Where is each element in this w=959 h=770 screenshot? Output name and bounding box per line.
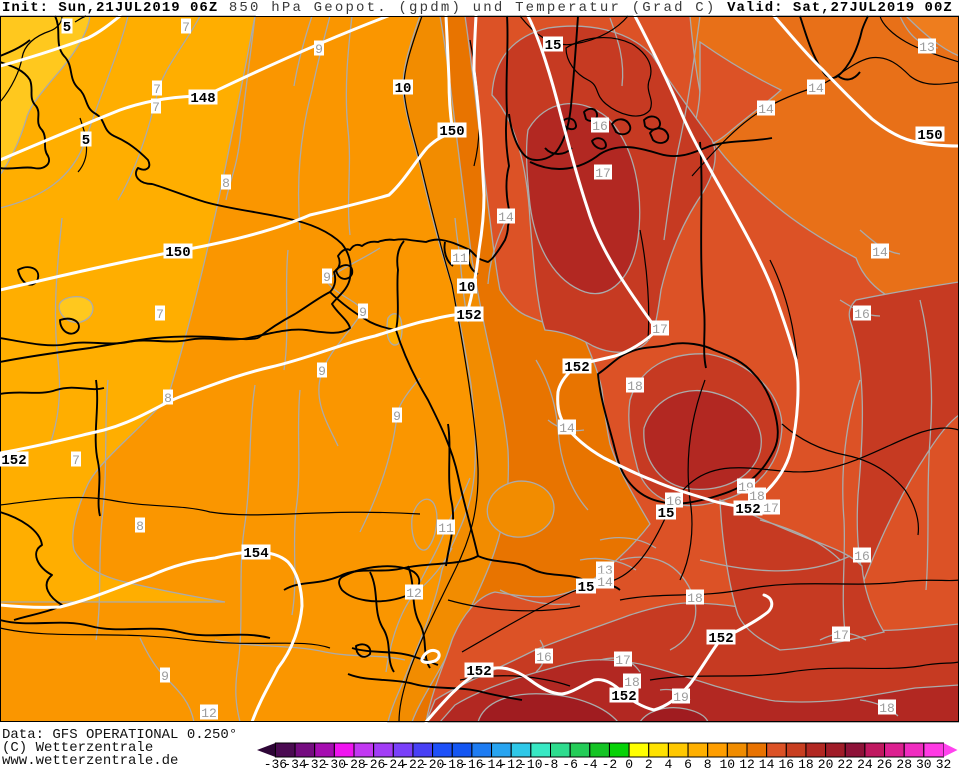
svg-text:150: 150 xyxy=(917,128,942,144)
svg-text:154: 154 xyxy=(243,546,268,562)
svg-text:8: 8 xyxy=(136,519,144,534)
svg-text:7: 7 xyxy=(72,453,80,468)
svg-text:16: 16 xyxy=(666,494,682,509)
svg-text:0: 0 xyxy=(625,757,633,770)
svg-text:-26: -26 xyxy=(362,757,385,770)
svg-text:14: 14 xyxy=(808,81,824,96)
svg-text:-24: -24 xyxy=(382,757,406,770)
svg-text:9: 9 xyxy=(359,305,367,320)
svg-text:152: 152 xyxy=(466,664,491,680)
svg-text:8: 8 xyxy=(704,757,712,770)
svg-text:-32: -32 xyxy=(303,757,326,770)
svg-text:-16: -16 xyxy=(460,757,483,770)
svg-text:17: 17 xyxy=(833,628,849,643)
svg-text:15: 15 xyxy=(545,38,562,54)
svg-text:16: 16 xyxy=(592,119,608,134)
svg-text:-36: -36 xyxy=(264,757,287,770)
svg-text:152: 152 xyxy=(735,502,760,518)
svg-text:11: 11 xyxy=(452,251,468,266)
svg-text:18: 18 xyxy=(687,591,703,606)
svg-text:20: 20 xyxy=(818,757,834,770)
svg-text:24: 24 xyxy=(857,757,873,770)
svg-text:22: 22 xyxy=(837,757,853,770)
svg-text:150: 150 xyxy=(165,245,190,261)
svg-text:11: 11 xyxy=(438,521,454,536)
svg-text:9: 9 xyxy=(323,270,331,285)
svg-text:14: 14 xyxy=(872,245,888,260)
svg-text:12: 12 xyxy=(406,586,422,601)
svg-text:152: 152 xyxy=(611,689,636,705)
svg-text:14: 14 xyxy=(498,210,514,225)
svg-text:7: 7 xyxy=(156,307,164,322)
svg-text:6: 6 xyxy=(684,757,692,770)
svg-text:-10: -10 xyxy=(519,757,542,770)
svg-text:12: 12 xyxy=(739,757,755,770)
svg-text:152: 152 xyxy=(564,360,589,376)
svg-text:19: 19 xyxy=(673,690,689,705)
svg-text:2: 2 xyxy=(645,757,653,770)
svg-text:9: 9 xyxy=(315,42,323,57)
svg-text:18: 18 xyxy=(749,489,765,504)
svg-text:-28: -28 xyxy=(342,757,365,770)
svg-text:-30: -30 xyxy=(323,757,346,770)
svg-text:12: 12 xyxy=(201,706,217,721)
svg-text:17: 17 xyxy=(652,322,668,337)
svg-text:8: 8 xyxy=(222,176,230,191)
svg-text:14: 14 xyxy=(758,102,774,117)
svg-text:-14: -14 xyxy=(480,757,504,770)
svg-text:152: 152 xyxy=(708,631,733,647)
svg-text:10: 10 xyxy=(459,280,476,296)
svg-text:15: 15 xyxy=(658,506,675,522)
svg-text:16: 16 xyxy=(854,307,870,322)
svg-text:8: 8 xyxy=(164,391,172,406)
svg-text:15: 15 xyxy=(578,580,595,596)
svg-text:7: 7 xyxy=(153,82,161,97)
svg-text:9: 9 xyxy=(318,364,326,379)
svg-text:13: 13 xyxy=(919,40,935,55)
svg-text:28: 28 xyxy=(896,757,912,770)
svg-text:-18: -18 xyxy=(440,757,463,770)
svg-text:18: 18 xyxy=(879,701,895,716)
svg-text:4: 4 xyxy=(664,757,672,770)
svg-text:-4: -4 xyxy=(582,757,598,770)
svg-text:-12: -12 xyxy=(499,757,522,770)
svg-text:-6: -6 xyxy=(562,757,578,770)
svg-text:26: 26 xyxy=(877,757,893,770)
svg-text:150: 150 xyxy=(439,124,464,140)
svg-text:14: 14 xyxy=(559,421,575,436)
svg-text:152: 152 xyxy=(456,308,481,324)
svg-text:-2: -2 xyxy=(602,757,618,770)
svg-text:10: 10 xyxy=(395,81,412,97)
svg-text:16: 16 xyxy=(778,757,794,770)
svg-text:-20: -20 xyxy=(421,757,444,770)
svg-text:148: 148 xyxy=(190,91,215,107)
svg-text:32: 32 xyxy=(936,757,952,770)
svg-text:-34: -34 xyxy=(283,757,307,770)
svg-text:5: 5 xyxy=(82,133,90,149)
svg-text:17: 17 xyxy=(615,653,631,668)
svg-text:9: 9 xyxy=(393,409,401,424)
svg-text:9: 9 xyxy=(161,669,169,684)
svg-text:-22: -22 xyxy=(401,757,424,770)
svg-text:18: 18 xyxy=(627,379,643,394)
svg-text:17: 17 xyxy=(763,501,779,516)
svg-text:5: 5 xyxy=(63,20,71,36)
svg-text:18: 18 xyxy=(798,757,814,770)
svg-text:10: 10 xyxy=(719,757,735,770)
svg-text:30: 30 xyxy=(916,757,932,770)
svg-text:18: 18 xyxy=(624,675,640,690)
svg-text:7: 7 xyxy=(152,100,160,115)
svg-text:152: 152 xyxy=(1,453,26,469)
svg-text:14: 14 xyxy=(759,757,775,770)
svg-text:14: 14 xyxy=(597,575,613,590)
svg-text:17: 17 xyxy=(595,166,611,181)
svg-text:-8: -8 xyxy=(543,757,559,770)
svg-text:16: 16 xyxy=(854,549,870,564)
svg-text:16: 16 xyxy=(536,650,552,665)
svg-text:7: 7 xyxy=(182,20,190,35)
